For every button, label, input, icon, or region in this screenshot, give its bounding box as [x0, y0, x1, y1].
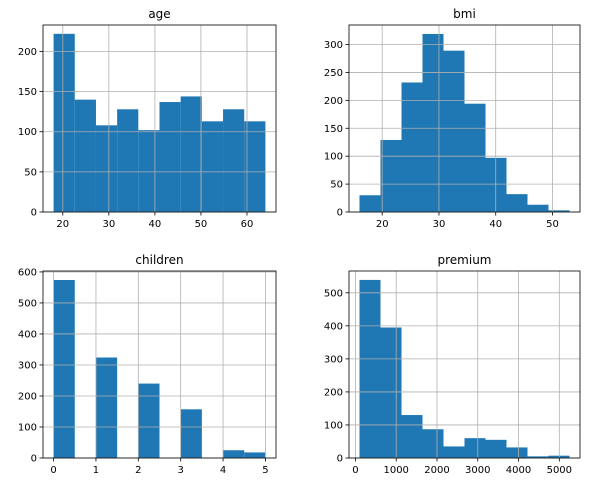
bar-children-6	[180, 409, 202, 458]
bar-age-1	[74, 99, 96, 212]
x-tick-label: 2000	[424, 465, 449, 476]
bar-age-8	[223, 109, 245, 212]
bar-bmi-2	[401, 82, 423, 213]
y-tick-label: 100	[18, 422, 37, 433]
bar-children-2	[95, 357, 118, 458]
bar-age-6	[180, 96, 202, 212]
y-tick-label: 250	[324, 68, 343, 79]
bar-children-8	[223, 450, 245, 458]
x-tick-label: 0	[352, 465, 358, 476]
y-tick-label: 200	[324, 96, 343, 107]
bar-bmi-7	[506, 194, 528, 212]
subplot-title: children	[135, 253, 183, 267]
y-tick-label: 0	[31, 454, 37, 465]
y-tick-label: 200	[324, 387, 343, 398]
y-tick-label: 400	[324, 321, 343, 332]
y-tick-label: 400	[18, 329, 37, 340]
bar-premium-6	[485, 439, 507, 458]
x-tick-label: 0	[50, 465, 56, 476]
y-tick-label: 300	[18, 360, 37, 371]
x-tick-label: 1	[93, 465, 99, 476]
y-tick-label: 150	[324, 124, 343, 135]
x-tick-label: 60	[241, 219, 254, 230]
bar-premium-0	[359, 279, 381, 458]
y-tick-label: 50	[330, 180, 343, 191]
bar-age-9	[244, 121, 266, 212]
bar-premium-2	[401, 415, 423, 458]
bar-bmi-9	[548, 210, 570, 212]
x-tick-label: 4	[220, 465, 226, 476]
subplot-title: premium	[438, 253, 492, 267]
subplot-children: 0 1 2 3 4 5 0 100 200 300 400 500 600 children	[18, 253, 277, 476]
bar-age-4	[138, 130, 160, 212]
bar-premium-4	[443, 446, 465, 458]
bar-age-0	[53, 33, 75, 213]
y-tick-label: 500	[18, 298, 37, 309]
bar-age-5	[159, 102, 181, 212]
x-tick-label: 1000	[383, 465, 408, 476]
subplot-bmi: 20 30 40 50 0 50 100 150 200 250 300 bmi	[324, 7, 581, 230]
axes-frame	[348, 270, 581, 459]
bar-bmi-0	[359, 195, 381, 212]
bar-children-0	[53, 279, 75, 458]
subplot-age: 20 30 40 50 60 0 50 100 150 200 age	[18, 7, 277, 230]
y-tick-label: 0	[337, 454, 343, 465]
x-tick-label: 40	[489, 219, 502, 230]
y-tick-label: 100	[324, 420, 343, 431]
bar-premium-5	[464, 438, 486, 458]
subplot-title: age	[148, 7, 170, 21]
bar-bmi-1	[380, 139, 402, 212]
y-tick-label: 50	[24, 167, 37, 178]
axes-frame	[42, 270, 277, 459]
y-tick-label: 100	[18, 127, 37, 138]
x-tick-label: 30	[433, 219, 446, 230]
x-tick-label: 30	[102, 219, 115, 230]
x-tick-label: 50	[195, 219, 208, 230]
y-tick-label: 600	[18, 267, 37, 278]
y-tick-label: 300	[324, 40, 343, 51]
y-tick-label: 300	[324, 354, 343, 365]
axes-frame	[42, 24, 277, 213]
x-tick-label: 3	[177, 465, 183, 476]
bar-children-9	[244, 452, 266, 458]
y-tick-label: 200	[18, 47, 37, 58]
bar-bmi-4	[443, 50, 465, 212]
subplot-title: bmi	[453, 7, 476, 21]
x-tick-label: 2	[135, 465, 141, 476]
x-tick-label: 4000	[506, 465, 531, 476]
x-tick-label: 5	[262, 465, 268, 476]
x-tick-label: 20	[56, 219, 69, 230]
bar-children-4	[138, 383, 160, 458]
subplot-premium: 0 1000 2000 3000 4000 5000 0 100 200 300 400 500 pre…	[324, 253, 581, 476]
bar-age-2	[95, 125, 118, 212]
y-tick-label: 500	[324, 288, 343, 299]
axes-frame	[348, 24, 581, 213]
bar-premium-8	[527, 456, 549, 458]
bar-bmi-8	[527, 204, 549, 212]
x-tick-label: 40	[149, 219, 162, 230]
y-tick-label: 100	[324, 152, 343, 163]
y-tick-label: 200	[18, 391, 37, 402]
bar-age-7	[201, 121, 224, 212]
y-tick-label: 0	[337, 208, 343, 219]
bar-premium-7	[506, 447, 528, 458]
x-tick-label: 5000	[547, 465, 572, 476]
bar-premium-3	[422, 429, 444, 458]
bar-bmi-3	[422, 33, 444, 213]
y-tick-label: 0	[31, 208, 37, 219]
x-tick-label: 20	[376, 219, 389, 230]
y-tick-label: 150	[18, 87, 37, 98]
bar-premium-1	[380, 327, 402, 458]
bar-bmi-5	[464, 103, 486, 212]
x-tick-label: 3000	[465, 465, 490, 476]
bar-age-3	[117, 109, 139, 212]
x-tick-label: 50	[546, 219, 559, 230]
